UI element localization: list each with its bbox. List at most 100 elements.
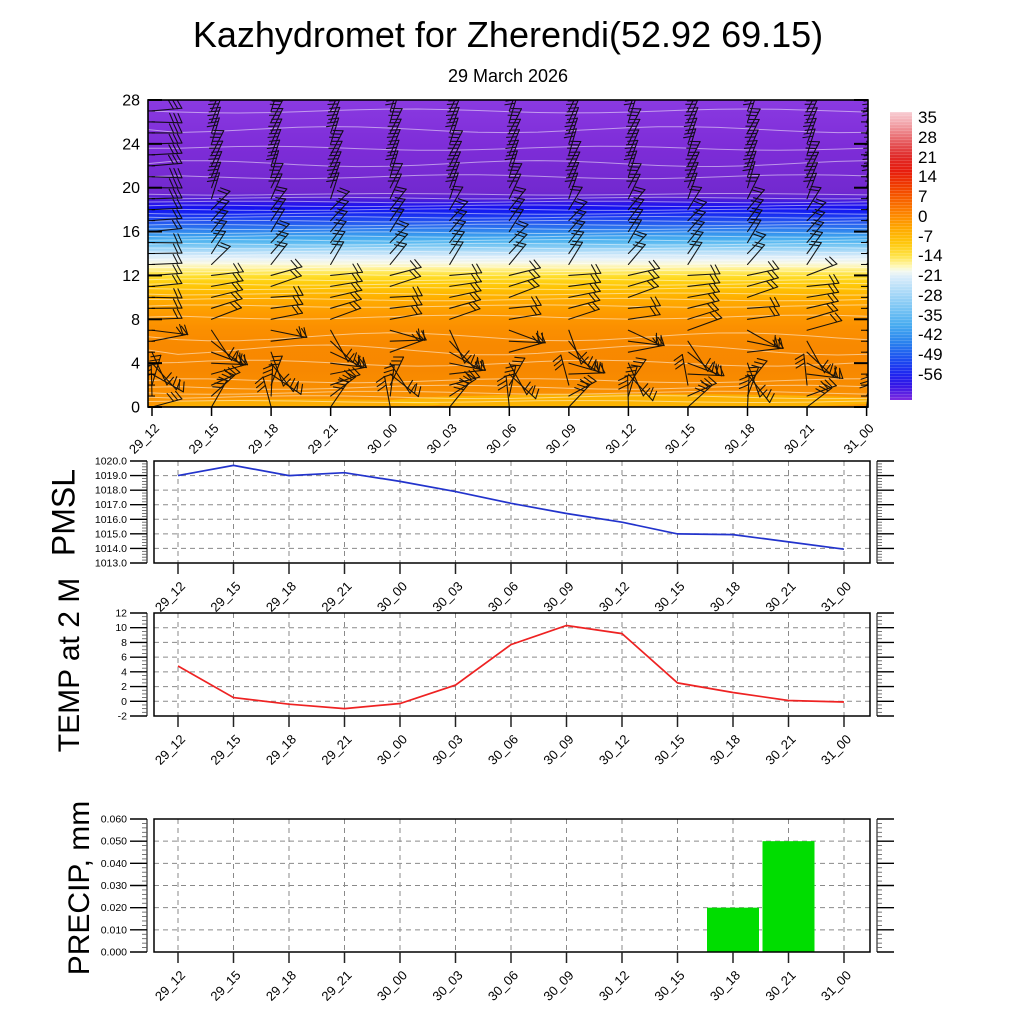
- time-tick-label: 30_21: [781, 421, 817, 457]
- time-tick-label: 31_00: [818, 579, 854, 615]
- y-tick-label: 0.040: [101, 858, 127, 870]
- cross-section-axis-ticks: [148, 99, 868, 416]
- time-tick-label: 30_18: [707, 968, 743, 1004]
- level-axis-label: 16: [122, 224, 140, 241]
- time-tick-label: 29_12: [152, 732, 188, 768]
- time-tick-label: 30_21: [762, 579, 798, 615]
- temp-at-2-m-line: [177, 624, 845, 710]
- time-tick-label: 30_12: [596, 732, 632, 768]
- time-tick-label: 29_15: [207, 579, 243, 615]
- time-tick-label: 30_12: [602, 421, 638, 457]
- time-tick-label: 30_06: [485, 579, 521, 615]
- panel-border: [153, 460, 871, 564]
- time-tick-label: 29_21: [318, 579, 354, 615]
- time-tick-label: 31_00: [818, 732, 854, 768]
- y-tick-label: 0.030: [101, 880, 127, 892]
- gridlines: [154, 460, 870, 564]
- y-tick-label: 1016.0: [95, 514, 127, 526]
- time-tick-label: 31_00: [818, 968, 854, 1004]
- x-axis-ticks: [177, 563, 845, 574]
- colorbar-tick-label: -35: [918, 305, 943, 325]
- time-tick-label: 30_15: [651, 968, 687, 1004]
- time-tick-label: 30_09: [540, 579, 576, 615]
- y-tick-label: 12: [115, 608, 127, 620]
- colorbar-tick-label: 21: [918, 147, 937, 167]
- temp-panel: 12 10 8 6 4 2 0 -2 29_12 29_15 29_18 29_21 30_00 30_0…: [115, 608, 894, 768]
- time-tick-label: 29_18: [263, 579, 299, 615]
- time-tick-label: 29_21: [305, 421, 341, 457]
- time-tick-label: 30_12: [596, 968, 632, 1004]
- cross-section-overlays: [148, 100, 868, 407]
- y-tick-label: 1014.0: [95, 543, 127, 555]
- precip-bars: [707, 841, 815, 952]
- time-tick-label: 29_21: [318, 732, 354, 768]
- date-subtitle: 29 March 2026: [447, 66, 569, 86]
- precip-bar: [707, 907, 759, 952]
- panel-border: [153, 818, 871, 953]
- level-axis-label: 20: [122, 180, 140, 197]
- time-tick-label: 30_15: [651, 732, 687, 768]
- y-tick-label: 8: [121, 637, 127, 649]
- y-tick-label: 4: [121, 666, 127, 678]
- level-axis-label: 8: [131, 312, 140, 329]
- time-tick-label: 30_03: [424, 421, 460, 457]
- time-tick-label: 29_12: [152, 968, 188, 1004]
- time-tick-label: 30_21: [762, 732, 798, 768]
- y-tick-label: 0: [121, 696, 127, 708]
- time-tick-label: 29_15: [207, 968, 243, 1004]
- precip-bar: [762, 841, 815, 952]
- colorbar-tick-label: 0: [918, 206, 928, 226]
- time-tick-label: 29_21: [318, 968, 354, 1004]
- time-tick-label: 29_18: [245, 421, 281, 457]
- temperature-colorbar: [890, 112, 912, 400]
- x-axis-ticks: [177, 952, 845, 963]
- y-axis-ticks: [130, 818, 894, 953]
- time-tick-label: 29_15: [185, 421, 221, 457]
- time-tick-label: 30_09: [540, 732, 576, 768]
- precip-panel: 0.060 0.050 0.040 0.030 0.020 0.010 0.000 29_12…: [101, 814, 894, 1004]
- time-tick-label: 30_18: [707, 579, 743, 615]
- colorbar-tick-label: -49: [918, 345, 943, 365]
- page-title: Kazhydromet for Zherendi(52.92 69.15): [192, 14, 824, 55]
- time-tick-label: 30_00: [374, 579, 410, 615]
- time-tick-label: 30_06: [485, 968, 521, 1004]
- level-axis-label: 4: [131, 356, 140, 373]
- pmsl-line: [177, 464, 845, 551]
- y-axis-ticks: [130, 460, 894, 564]
- y-tick-label: 1019.0: [95, 470, 127, 482]
- colorbar-tick-label: 35: [918, 108, 937, 127]
- x-axis-ticks: [177, 716, 845, 727]
- level-axis-label: 24: [122, 136, 140, 153]
- y-tick-label: 0.050: [101, 836, 127, 848]
- y-tick-label: 10: [115, 622, 127, 634]
- panel-border: [153, 612, 871, 717]
- level-axis-label: 28: [122, 93, 140, 110]
- y-tick-label: 1020.0: [95, 456, 127, 468]
- y-tick-label: 0.000: [101, 947, 127, 959]
- y-tick-label: 1018.0: [95, 485, 127, 497]
- time-tick-label: 30_00: [374, 732, 410, 768]
- time-tick-label: 29_12: [152, 579, 188, 615]
- time-tick-label: 29_18: [263, 968, 299, 1004]
- y-tick-label: 1015.0: [95, 528, 127, 540]
- colorbar-tick-label: 7: [918, 187, 928, 207]
- time-tick-label: 30_12: [596, 579, 632, 615]
- cross-section-panel: 0 4 8 12 16 20 24 28 29_12 29_15 29_18 29_21 30_00 30…: [122, 93, 877, 457]
- time-tick-label: 30_21: [762, 968, 798, 1004]
- y-tick-label: 0.020: [101, 902, 127, 914]
- colorbar-tick-label: -56: [918, 364, 943, 384]
- time-tick-label: 30_06: [483, 421, 519, 457]
- colorbar-tick-label: -7: [918, 226, 934, 246]
- pmsl-panel: 1020.0 1019.0 1018.0 1017.0 1016.0 1015.0 1014…: [95, 456, 894, 615]
- y-tick-label: -2: [118, 711, 127, 723]
- y-tick-label: 2: [121, 681, 127, 693]
- colorbar-tick-label: -21: [918, 266, 943, 286]
- time-tick-label: 30_18: [721, 421, 757, 457]
- colorbar-tick-label: -14: [918, 246, 943, 266]
- level-axis-label: 0: [131, 400, 140, 417]
- time-tick-label: 30_09: [543, 421, 579, 457]
- time-tick-label: 29_18: [263, 732, 299, 768]
- time-tick-label: 30_15: [662, 421, 698, 457]
